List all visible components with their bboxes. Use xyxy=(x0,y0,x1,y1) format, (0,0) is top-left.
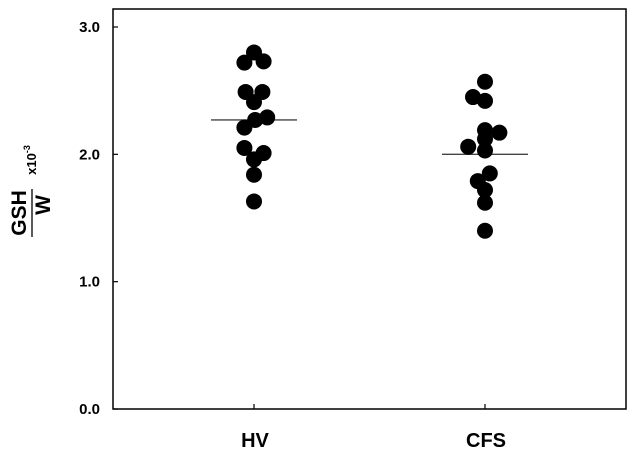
y-axis-label: GSH W x10-3 xyxy=(8,145,55,237)
data-point-CFS-11 xyxy=(477,194,493,211)
data-point-HV-5 xyxy=(246,94,262,111)
ylabel-numerator: GSH xyxy=(8,190,31,236)
data-point-HV-6 xyxy=(259,109,276,126)
data-point-HV-9 xyxy=(236,139,253,156)
data-point-HV-2 xyxy=(236,54,253,71)
x-category-label-1: CFS xyxy=(466,430,506,452)
ylabel-denominator: W xyxy=(32,195,55,215)
data-point-CFS-7 xyxy=(477,142,493,159)
x-axis: HV CFS xyxy=(241,404,506,452)
y-tick-label-0: 0.0 xyxy=(79,401,100,418)
y-tick-label-3: 3.0 xyxy=(79,19,100,36)
y-tick-label-1: 1.0 xyxy=(79,274,100,291)
data-point-HV-8 xyxy=(236,119,253,136)
data-points xyxy=(236,44,508,239)
plot-frame xyxy=(112,8,627,410)
data-point-HV-11 xyxy=(246,151,262,168)
y-axis: 0.0 1.0 2.0 3.0 xyxy=(79,19,118,418)
data-point-CFS-5 xyxy=(477,131,493,148)
data-point-CFS-8 xyxy=(481,165,498,182)
ylabel-multiplier: x10-3 xyxy=(22,145,39,175)
x-category-label-0: HV xyxy=(241,430,269,452)
data-point-CFS-10 xyxy=(477,181,493,198)
data-point-CFS-2 xyxy=(477,92,493,109)
y-tick-label-2: 2.0 xyxy=(79,146,100,163)
data-point-HV-13 xyxy=(246,193,262,210)
data-point-HV-1 xyxy=(255,53,272,70)
ylabel-multiplier-text: x10 xyxy=(24,153,39,175)
data-point-CFS-12 xyxy=(477,222,493,239)
data-point-CFS-4 xyxy=(491,124,508,141)
data-point-CFS-0 xyxy=(477,73,493,90)
data-point-CFS-1 xyxy=(465,89,481,106)
ylabel-exponent: -3 xyxy=(22,145,32,153)
data-point-HV-12 xyxy=(246,166,262,183)
data-point-CFS-6 xyxy=(460,138,477,155)
